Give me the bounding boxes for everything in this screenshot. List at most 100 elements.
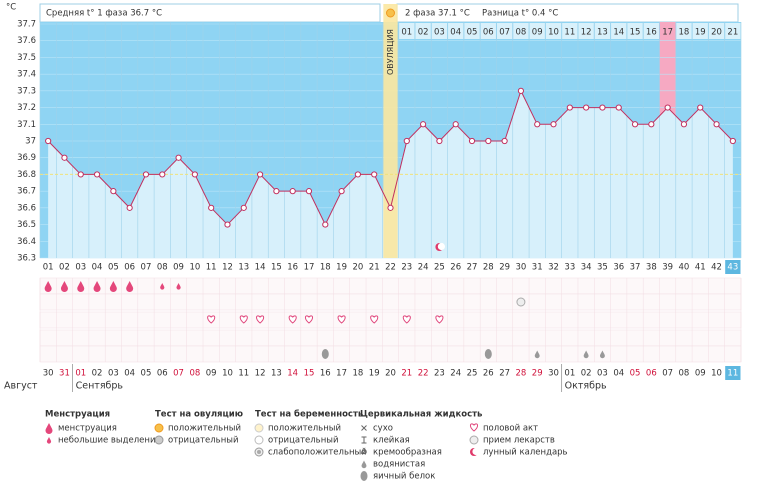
date-label: 09 (695, 369, 706, 379)
date-label: 26 (483, 369, 494, 379)
date-label: 02 (581, 369, 592, 379)
date-label: 12 (255, 369, 266, 379)
date-label: 01 (75, 369, 86, 379)
temperature-point (240, 204, 247, 211)
month-label: Сентябрь (76, 381, 124, 392)
cycle-day: 25 (434, 263, 445, 273)
phase2-cell (448, 23, 464, 39)
date-label: 21 (401, 369, 412, 379)
date-label: 07 (662, 369, 673, 379)
day-symbol (321, 349, 329, 359)
negative-test (154, 435, 164, 445)
temperature-point (159, 171, 166, 178)
phase2-text: 2 фаза 37.1 °C (405, 9, 470, 19)
day-symbol (484, 349, 492, 359)
day-symbol (126, 281, 134, 292)
egg-white (321, 349, 329, 359)
phase2-day: 07 (499, 28, 510, 38)
cycle-day: 13 (238, 263, 249, 273)
temperature-point (338, 188, 345, 195)
drop (60, 281, 68, 292)
legend-label: положительный (168, 424, 241, 434)
y-tick-label: 37.3 (17, 86, 36, 96)
phase2-day: 04 (450, 28, 461, 38)
cycle-day: 02 (59, 263, 70, 273)
watery (599, 350, 605, 359)
cycle-day: 35 (597, 263, 608, 273)
watery (361, 460, 367, 469)
day-symbol (77, 281, 85, 292)
phase2-day: 03 (434, 28, 445, 38)
day-symbol (599, 350, 605, 359)
phase2-cell (480, 23, 496, 39)
drop (77, 281, 85, 292)
date-label: 03 (108, 369, 119, 379)
legend-icon (154, 435, 164, 445)
temperature-point (615, 104, 622, 111)
date-label: 03 (597, 369, 608, 379)
positive-test (154, 423, 164, 433)
day-symbol (256, 315, 265, 324)
cycle-day: 28 (483, 263, 494, 273)
heart (288, 315, 297, 324)
cycle-day: 23 (401, 263, 412, 273)
cycle-day: 37 (630, 263, 641, 273)
temperature-point (93, 171, 101, 178)
y-tick-label: 37 (25, 137, 36, 147)
day-symbol (288, 315, 297, 324)
legend-label: водянистая (373, 460, 425, 470)
cycle-day: 16 (287, 263, 298, 273)
small-drop (46, 437, 52, 444)
cycle-day: 27 (467, 263, 478, 273)
phase2-cell (725, 23, 741, 39)
date-label: 06 (646, 369, 657, 379)
phase2-day: 12 (581, 28, 592, 38)
date-label: 09 (206, 369, 217, 379)
phase2-cell (692, 23, 708, 39)
temperature-point (729, 137, 736, 145)
legend-icon (469, 423, 479, 432)
cycle-day: 33 (564, 263, 575, 273)
date-label: 28 (516, 369, 527, 379)
temperature-point (61, 154, 68, 161)
day-symbol (93, 281, 101, 292)
legend-icon (361, 425, 367, 431)
temperature-point (452, 121, 459, 128)
y-tick-label: 36.4 (17, 237, 36, 247)
cycle-day: 06 (124, 263, 135, 273)
cycle-day: 31 (532, 263, 543, 273)
drop (109, 281, 117, 292)
cycle-day: 34 (581, 263, 592, 273)
legend-label: прием лекарств (483, 436, 555, 446)
cycle-day: 11 (206, 263, 217, 273)
symbol-row (39, 277, 742, 295)
legend-icon (470, 447, 480, 456)
date-label: 30 (548, 369, 559, 379)
legend-label: слабоположительный (268, 448, 367, 458)
day-symbol (109, 281, 117, 292)
month-label: Август (4, 381, 38, 392)
phase2-cell (578, 23, 594, 39)
date-label: 11 (238, 369, 249, 379)
legend-title: Менструация (45, 410, 110, 420)
day-symbol (60, 281, 68, 292)
phase2-cell (708, 23, 725, 39)
sun (386, 8, 395, 18)
date-label: 25 (467, 369, 478, 379)
small-drop (176, 283, 181, 290)
date-label: 24 (450, 369, 461, 379)
legend-icon (469, 435, 479, 445)
heart (256, 315, 265, 324)
day-symbol (207, 315, 216, 324)
legend-icon (45, 423, 53, 434)
y-tick-label: 37.1 (17, 120, 36, 130)
legend-title: Тест на беременность (255, 409, 363, 420)
temperature-point (77, 171, 84, 178)
moon-cut (437, 242, 446, 251)
temperature-point (599, 104, 606, 111)
temperature-point (175, 154, 182, 161)
symbol-row (39, 329, 742, 347)
temperature-point (485, 137, 492, 145)
y-tick-label: 36.7 (17, 187, 36, 197)
phase2-day: 17 (662, 28, 673, 38)
